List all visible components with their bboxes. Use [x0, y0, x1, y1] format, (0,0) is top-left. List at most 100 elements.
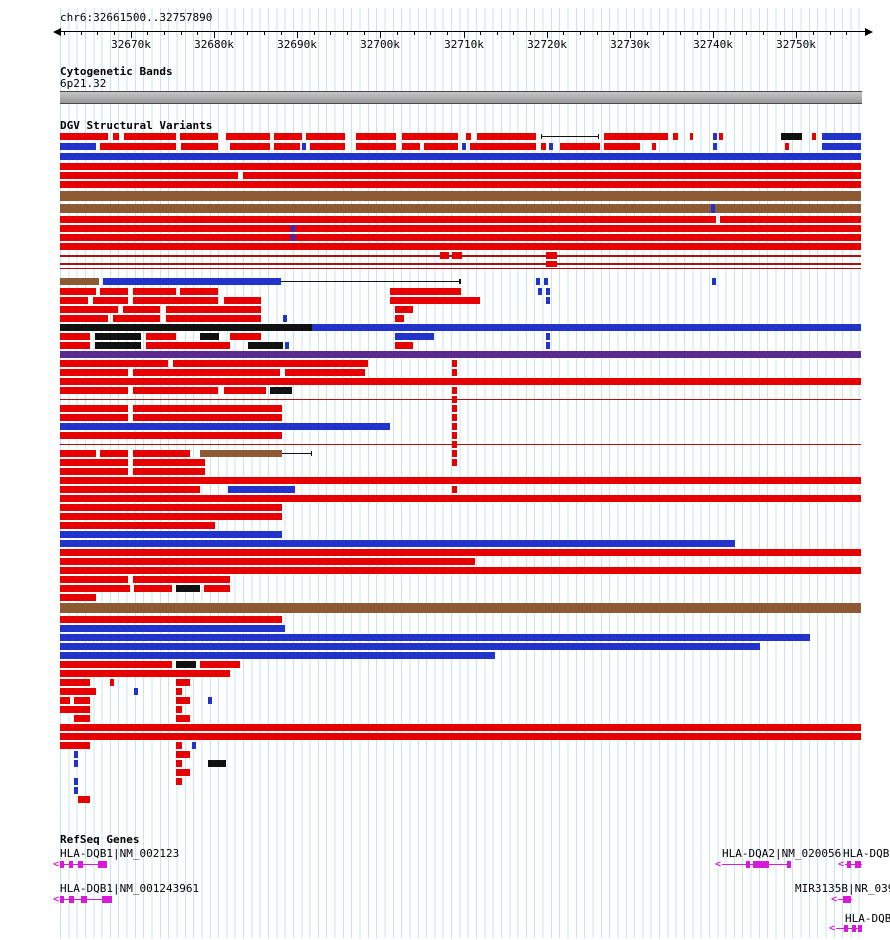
variant-segment[interactable] [60, 603, 861, 613]
variant-segment[interactable] [546, 288, 550, 295]
variant-segment[interactable] [60, 153, 861, 160]
variant-segment[interactable] [110, 679, 114, 686]
ruler-arrow-left-icon[interactable] [53, 28, 61, 36]
variant-segment[interactable] [60, 234, 861, 241]
variant-segment[interactable] [60, 661, 172, 668]
variant-segment[interactable] [60, 558, 475, 565]
variant-segment[interactable] [452, 459, 457, 466]
variant-segment[interactable] [452, 396, 457, 403]
variant-segment[interactable] [424, 143, 458, 150]
variant-segment[interactable] [60, 531, 282, 538]
variant-segment[interactable] [74, 697, 90, 704]
variant-segment[interactable] [224, 387, 266, 394]
variant-segment[interactable] [100, 143, 176, 150]
variant-segment[interactable] [281, 281, 461, 282]
variant-segment[interactable] [60, 204, 861, 213]
gene-exon[interactable] [81, 896, 87, 903]
gene-exon[interactable] [60, 896, 64, 903]
variant-segment[interactable] [176, 688, 182, 695]
gene-exon[interactable] [787, 861, 791, 868]
variant-segment[interactable] [93, 297, 128, 304]
gene-intron-line[interactable] [845, 864, 862, 865]
variant-segment[interactable] [60, 191, 861, 201]
variant-segment[interactable] [124, 133, 176, 140]
variant-segment[interactable] [312, 324, 861, 331]
variant-segment[interactable] [60, 625, 285, 632]
variant-segment[interactable] [477, 133, 536, 140]
variant-segment[interactable] [60, 369, 128, 376]
variant-segment[interactable] [452, 414, 457, 421]
variant-segment[interactable] [133, 450, 190, 457]
variant-segment[interactable] [452, 387, 457, 394]
variant-segment[interactable] [541, 136, 599, 137]
variant-segment[interactable] [200, 661, 240, 668]
variant-segment[interactable] [60, 742, 90, 749]
variant-segment[interactable] [60, 297, 88, 304]
gene-exon[interactable] [753, 861, 769, 868]
variant-segment[interactable] [440, 252, 449, 259]
variant-segment[interactable] [822, 133, 861, 140]
variant-segment[interactable] [176, 778, 182, 785]
gene-exon[interactable] [78, 861, 83, 868]
variant-segment[interactable] [60, 688, 96, 695]
variant-segment[interactable] [60, 342, 90, 349]
variant-segment[interactable] [60, 133, 108, 140]
variant-segment[interactable] [60, 459, 128, 466]
variant-segment[interactable] [541, 134, 542, 139]
variant-segment[interactable] [285, 342, 289, 349]
variant-segment[interactable] [60, 432, 282, 439]
gene-exon[interactable] [858, 925, 862, 932]
variant-segment[interactable] [74, 778, 78, 785]
variant-segment[interactable] [134, 688, 138, 695]
variant-segment[interactable] [452, 486, 457, 493]
variant-segment[interactable] [60, 225, 861, 232]
variant-segment[interactable] [60, 513, 282, 520]
variant-segment[interactable] [60, 360, 168, 367]
variant-segment[interactable] [604, 143, 640, 150]
variant-segment[interactable] [283, 315, 287, 322]
variant-segment[interactable] [133, 297, 218, 304]
variant-segment[interactable] [176, 715, 190, 722]
variant-segment[interactable] [228, 486, 295, 493]
variant-segment[interactable] [712, 278, 716, 285]
variant-segment[interactable] [274, 133, 302, 140]
gene-intron-line[interactable] [60, 864, 107, 865]
variant-segment[interactable] [60, 351, 861, 358]
variant-segment[interactable] [60, 278, 99, 285]
variant-segment[interactable] [60, 576, 128, 583]
variant-segment[interactable] [180, 133, 218, 140]
variant-segment[interactable] [176, 742, 182, 749]
variant-segment[interactable] [291, 225, 295, 232]
variant-segment[interactable] [60, 306, 118, 313]
variant-segment[interactable] [546, 333, 550, 340]
variant-segment[interactable] [74, 787, 78, 794]
variant-segment[interactable] [60, 315, 108, 322]
variant-segment[interactable] [60, 172, 238, 179]
variant-segment[interactable] [60, 585, 130, 592]
gene-exon[interactable] [98, 861, 107, 868]
variant-segment[interactable] [781, 133, 802, 140]
variant-segment[interactable] [200, 333, 219, 340]
variant-segment[interactable] [166, 315, 261, 322]
variant-segment[interactable] [719, 133, 723, 140]
variant-segment[interactable] [356, 143, 396, 150]
variant-segment[interactable] [133, 288, 176, 295]
variant-segment[interactable] [673, 133, 678, 140]
variant-segment[interactable] [60, 243, 861, 250]
variant-segment[interactable] [546, 261, 557, 267]
variant-segment[interactable] [60, 324, 312, 331]
variant-segment[interactable] [103, 278, 281, 285]
variant-segment[interactable] [274, 143, 300, 150]
variant-segment[interactable] [60, 486, 200, 493]
variant-segment[interactable] [311, 451, 312, 456]
variant-segment[interactable] [180, 288, 218, 295]
variant-segment[interactable] [60, 706, 90, 713]
variant-segment[interactable] [60, 616, 282, 623]
variant-segment[interactable] [402, 143, 420, 150]
variant-segment[interactable] [549, 143, 553, 150]
variant-segment[interactable] [95, 342, 141, 349]
variant-segment[interactable] [60, 181, 861, 188]
variant-segment[interactable] [60, 414, 128, 421]
gene-exon[interactable] [102, 896, 112, 903]
gene-exon[interactable] [855, 861, 861, 868]
